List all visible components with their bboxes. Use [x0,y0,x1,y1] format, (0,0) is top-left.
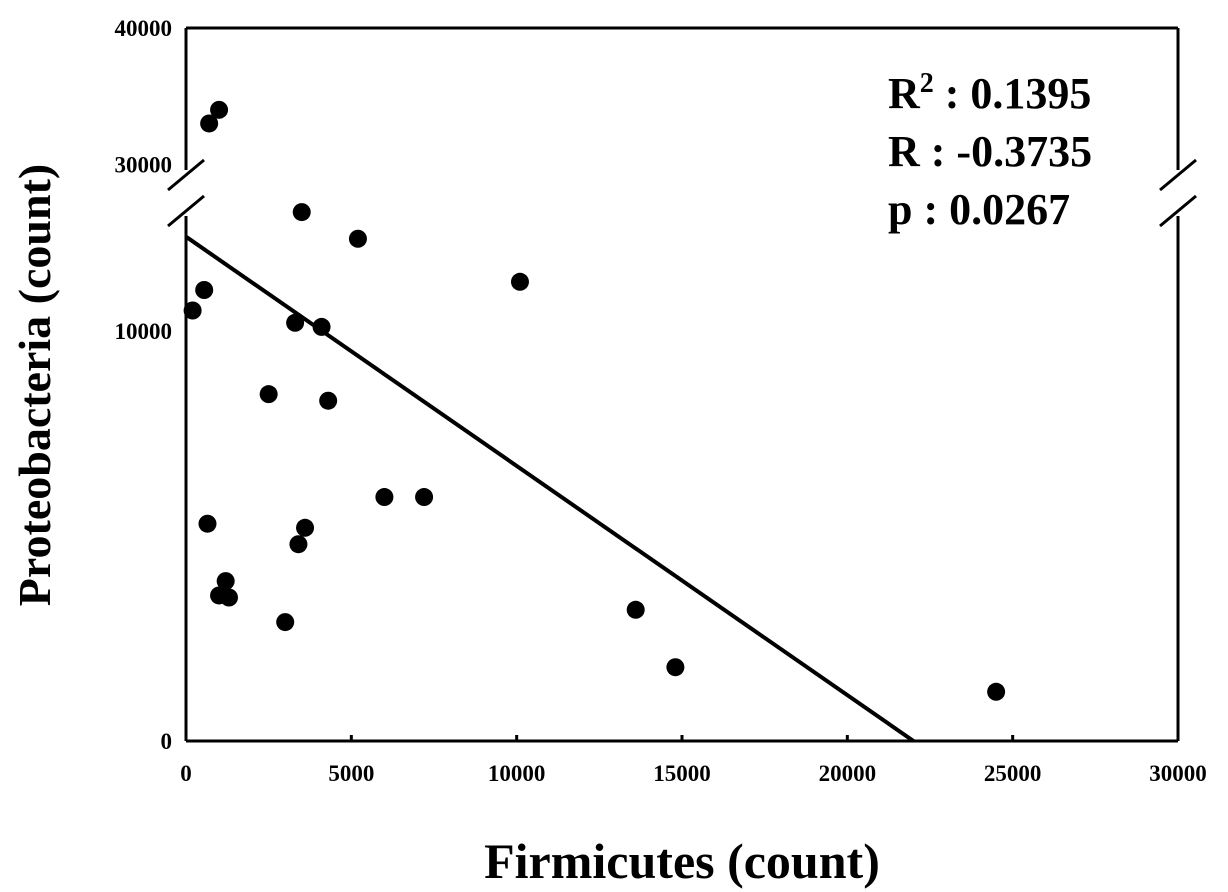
stats-r2-superscript: 2 [920,68,934,99]
data-point [289,535,308,554]
x-tick-label: 0 [180,761,192,786]
stats-r2: R2 : 0.1395 [888,68,1091,118]
x-axis-title: Firmicutes (count) [484,833,880,889]
axis-break-mark-right-lower [1159,194,1197,228]
axis-break-mark-right-upper [1159,158,1197,192]
axis-break-mark-left-upper [167,158,205,192]
x-tick-label: 10000 [488,761,546,786]
x-tick-label: 5000 [328,761,374,786]
data-point [210,100,229,119]
plot-area [184,235,915,743]
data-point [286,313,305,332]
y-tick-label: 10000 [115,319,173,344]
axes: 0 5000 10000 15000 20000 25000 30000 0 10000 3000… [115,16,1207,786]
stats-r: R : -0.3735 [888,127,1092,176]
data-point [296,518,315,537]
axis-break-mark-left-lower [167,194,205,228]
data-point [292,203,311,222]
data-point [666,658,685,677]
x-tick-label: 30000 [1149,761,1207,786]
y-tick-label: 30000 [115,152,173,177]
x-tick-label: 25000 [984,761,1042,786]
stats-p: p : 0.0267 [888,185,1070,234]
data-point [510,272,529,291]
y-tick-label: 0 [161,729,173,754]
regression-line [184,235,915,743]
data-point [276,613,295,632]
data-point [626,600,645,619]
data-point [183,301,202,320]
data-point [987,682,1006,701]
data-points [183,100,1006,701]
data-point [219,588,238,607]
data-point [312,317,331,336]
x-tick-label: 15000 [653,761,711,786]
data-point [200,114,219,133]
x-tick-label: 20000 [819,761,877,786]
data-point [195,281,214,299]
data-point [216,572,235,591]
data-point [375,488,394,507]
data-point [348,229,367,248]
data-point [319,391,338,410]
y-tick-label: 40000 [115,16,173,41]
data-point [259,385,278,404]
data-point [198,514,217,533]
y-axis-title: Proteobacteria (count) [9,164,60,606]
data-point [415,488,434,507]
